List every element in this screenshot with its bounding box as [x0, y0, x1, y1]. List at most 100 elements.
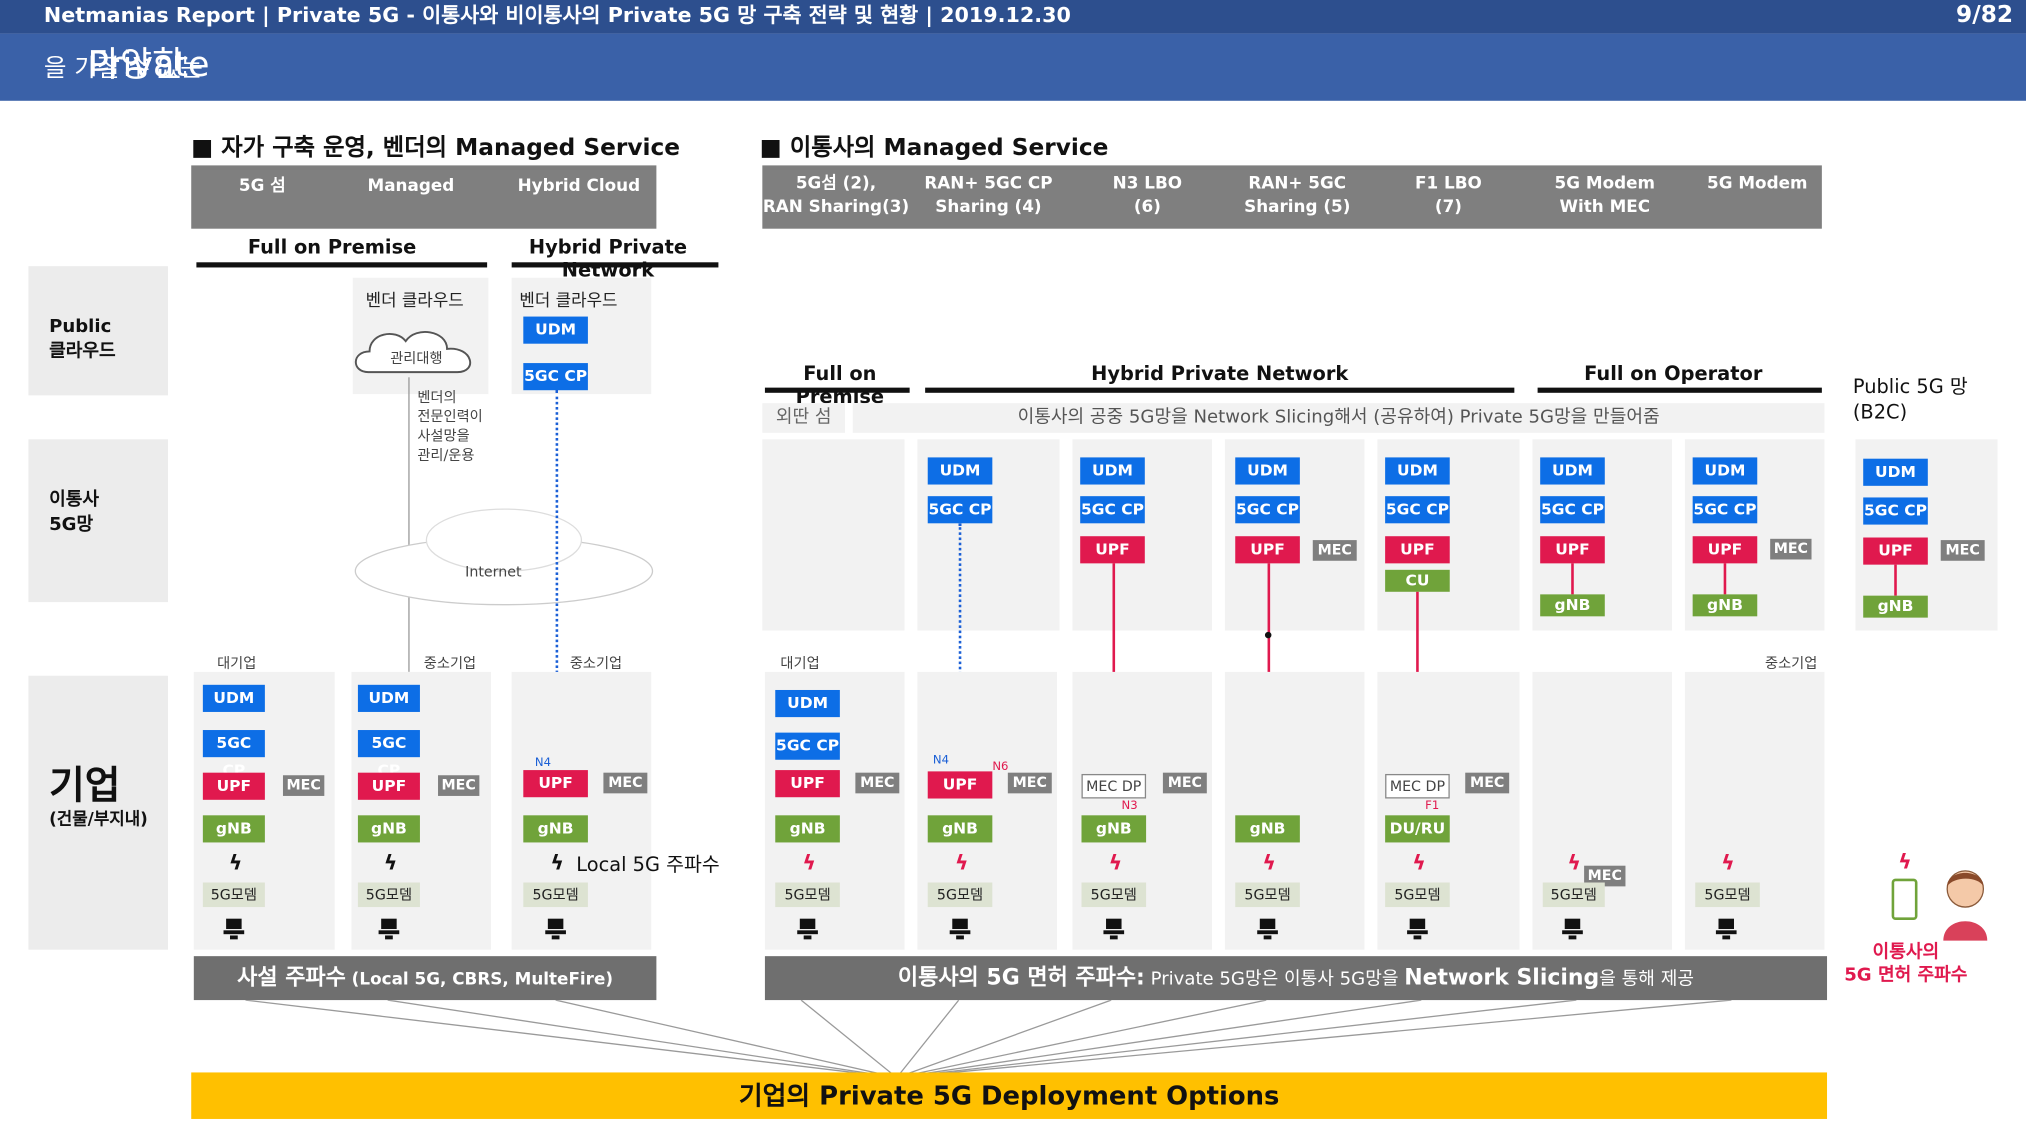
mec-box: MEC: [1940, 540, 1985, 561]
n3-link: [1112, 563, 1116, 774]
modem-box: 5G모뎀: [775, 882, 840, 908]
internet-label: Internet: [465, 563, 522, 581]
radio-link-icon: ϟ: [1898, 848, 1912, 874]
cu-box: CU: [1385, 569, 1450, 592]
label-large-enterprise-right: 대기업: [780, 655, 820, 672]
radio-link-icon: ϟ: [1721, 850, 1735, 875]
col-modem: 5G Modem: [1707, 174, 1808, 194]
5gc-cp-box: 5GC CP: [523, 363, 588, 391]
udm-box: UDM: [775, 689, 840, 718]
col-modem-mec: 5G Modem With MEC: [1554, 174, 1656, 218]
udm-box: UDM: [1692, 457, 1758, 485]
user-avatar-icon: [1943, 870, 1988, 941]
mec-box: MEC: [1770, 538, 1812, 560]
mec-box: MEC: [1162, 772, 1207, 794]
upf-box: UPF: [202, 772, 265, 800]
mec-box: MEC: [282, 775, 325, 796]
computer-icon: [1256, 917, 1279, 940]
radio-link-icon: ϟ: [1262, 850, 1277, 875]
udm-box: UDM: [1385, 457, 1450, 485]
n3-label: N3: [1121, 799, 1138, 813]
link: [1723, 563, 1727, 595]
left-section-title: ■ 자가 구축 운영, 벤더의 Managed Service: [191, 134, 681, 162]
link: [1894, 564, 1897, 596]
col-hybrid-cloud: Hybrid Cloud: [517, 177, 641, 197]
left-header-bar: 5G 섬 Managed Hybrid Cloud: [191, 165, 657, 229]
computer-icon: [222, 917, 245, 940]
modem-box: 5G모뎀: [357, 882, 420, 908]
local-5g-spectrum-label: Local 5G 주파수: [576, 852, 720, 877]
underline: [511, 262, 719, 268]
label-full-on-operator: Full on Operator: [1584, 361, 1763, 386]
upf-box: UPF: [1235, 536, 1300, 564]
computer-icon: [1561, 917, 1584, 940]
enterprise-col-3: [511, 671, 652, 950]
computer-icon: [377, 917, 400, 940]
operator-col-1: [762, 439, 905, 631]
underline: [196, 262, 488, 268]
managed-link: [408, 377, 410, 672]
vendor-cloud-label: 벤더 클라우드: [365, 292, 464, 312]
page-number: 9/82: [1956, 1, 2014, 29]
du-ru-box: DU/RU: [1385, 815, 1450, 843]
computer-icon: [796, 917, 819, 940]
modem-box: 5G모뎀: [202, 882, 265, 908]
col-ran-5gc-cp-sharing: RAN+ 5GC CP Sharing (4): [924, 174, 1053, 218]
upf-box: UPF: [1080, 536, 1145, 564]
slide-title: Private 5G망 트렌드 (7/8) - 기업 입장에서 Private …: [0, 33, 2026, 538]
5gc-cp-box: 5GC CP: [1863, 497, 1928, 525]
radio-link-icon: ϟ: [954, 850, 969, 875]
upf-box: UPF: [775, 770, 840, 798]
enterprise-col-r3: [1072, 671, 1212, 950]
radio-link-icon: ϟ: [228, 850, 243, 875]
junction-dot: [1264, 631, 1272, 639]
label-full-on-premise-right: Full on Premise: [795, 361, 885, 409]
enterprise-col-r5: [1377, 671, 1520, 950]
remote-island-label: 외딴 섬: [762, 403, 846, 433]
gnb-box: gNB: [1540, 594, 1605, 617]
col-f1-lbo: F1 LBO (7): [1415, 174, 1482, 218]
upf-box: UPF: [1863, 537, 1928, 565]
modem-box: 5G모뎀: [1542, 882, 1605, 908]
right-section-title: ■ 이통사의 Managed Service: [759, 134, 1109, 162]
mec-dp-box: MEC DP: [1385, 773, 1450, 799]
row-operator-5g: 이통사 5G망: [28, 439, 168, 603]
gnb-box: gNB: [523, 815, 588, 843]
5gc-cp-box: 5GC CP: [1235, 496, 1300, 524]
upf-box: UPF: [1385, 536, 1450, 564]
right-header-bar: 5G섬 (2), RAN Sharing(3) RAN+ 5GC CP Sharin…: [762, 165, 1822, 229]
upf-box: UPF: [1540, 536, 1605, 564]
enterprise-col-r4: [1224, 671, 1365, 950]
radio-link-icon: ϟ: [1567, 850, 1581, 875]
radio-link-icon: ϟ: [1412, 850, 1426, 875]
upf-box: UPF: [927, 771, 993, 799]
5gc-cp-box: 5GC CP: [357, 730, 420, 779]
radio-link-icon: ϟ: [383, 850, 398, 875]
5gc-cp-box: 5GC CP: [1080, 496, 1145, 524]
gnb-box: gNB: [1692, 594, 1758, 617]
5gc-cp-box: 5GC CP: [1385, 496, 1450, 524]
gnb-box: gNB: [202, 815, 265, 843]
col-5g-island: 5G 섬: [238, 177, 286, 197]
n4-label: N4: [932, 754, 950, 768]
modem-box: 5G모뎀: [1695, 882, 1760, 908]
udm-box: UDM: [357, 684, 420, 712]
5gc-cp-box: 5GC CP: [775, 732, 840, 760]
upf-box: UPF: [523, 770, 588, 798]
operator-spectrum-bar: 이통사의 5G 면허 주파수: Private 5G망은 이통사 5G망을 Ne…: [764, 956, 1828, 1001]
network-slicing-note: 이통사의 공중 5G망을 Network Slicing해서 (공유하여) Pr…: [852, 403, 1825, 433]
5gc-cp-box: 5GC CP: [202, 730, 265, 779]
mec-box: MEC: [855, 772, 900, 794]
udm-box: UDM: [1080, 457, 1145, 485]
gnb-box: gNB: [775, 815, 840, 843]
modem-box: 5G모뎀: [1385, 882, 1450, 908]
underline: [1537, 387, 1822, 393]
private-spectrum-bar: 사설 주파수 (Local 5G, CBRS, MulteFire): [193, 956, 657, 1001]
col-island-ran-sharing: 5G섬 (2), RAN Sharing(3): [762, 174, 910, 218]
enterprise-col-r7: [1684, 671, 1825, 950]
vendor-cloud-label-2: 벤더 클라우드: [519, 292, 618, 312]
link: [1571, 563, 1574, 595]
underline: [925, 387, 1515, 393]
row-public-cloud: Public 클라우드: [28, 266, 168, 396]
report-header: Netmanias Report | Private 5G - 이통사와 비이통…: [0, 0, 2026, 34]
